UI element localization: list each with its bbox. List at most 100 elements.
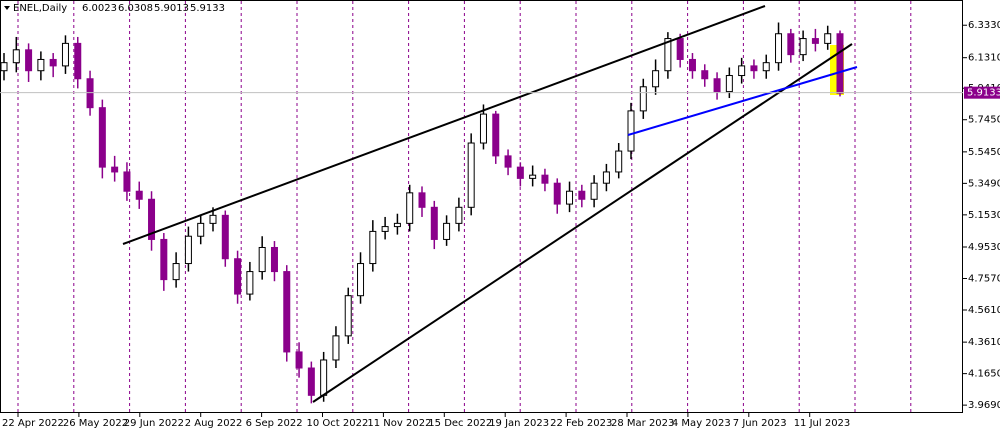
- candle-body: [664, 38, 672, 72]
- candle-body: [221, 214, 229, 260]
- candle-body: [725, 75, 733, 93]
- candle-body: [688, 58, 696, 72]
- candle-body: [701, 70, 709, 80]
- y-tick-label: 4.1650: [968, 369, 1000, 380]
- x-tick-label: 15 Dec 2022: [428, 418, 492, 429]
- candle-body: [0, 62, 8, 72]
- candle-body: [25, 49, 33, 72]
- plot-frame: [0, 0, 963, 413]
- candle-body: [172, 263, 180, 281]
- candle-body: [467, 142, 475, 208]
- candle-body: [406, 192, 414, 224]
- candle-body: [135, 190, 143, 200]
- candle-body: [246, 271, 254, 295]
- y-tick-label: 5.3490: [968, 178, 1000, 189]
- candle-body: [566, 190, 574, 205]
- candle-body: [270, 246, 278, 273]
- candle-body: [430, 206, 438, 240]
- x-tick-label: 11 Jul 2023: [794, 418, 851, 429]
- candle-body: [148, 198, 156, 240]
- candle-body: [369, 230, 377, 265]
- month-separators: [17, 1, 912, 413]
- x-tick-label: 22 Feb 2023: [550, 418, 612, 429]
- y-tick-label: 5.1530: [968, 210, 1000, 221]
- candle-body: [479, 113, 487, 144]
- candle-body: [553, 182, 561, 205]
- candle-body: [529, 174, 537, 179]
- candle-body: [197, 222, 205, 237]
- x-tick-label: 7 Jun 2023: [733, 418, 787, 429]
- candle-body: [86, 78, 94, 109]
- y-tick-label: 4.5610: [968, 305, 1000, 316]
- x-tick-label: 19 Jan 2023: [489, 418, 549, 429]
- header-high: 6.0308: [118, 3, 153, 14]
- x-tick-label: 28 Mar 2023: [611, 418, 674, 429]
- candle-body: [74, 42, 82, 80]
- y-tick-label: 6.1310: [968, 53, 1000, 64]
- y-tick-label: 4.7570: [968, 273, 1000, 284]
- candle-body: [443, 222, 451, 240]
- candle-body: [344, 295, 352, 337]
- x-tick-label: 10 Oct 2022: [307, 418, 369, 429]
- y-tick-label: 4.3610: [968, 337, 1000, 348]
- candle-body: [234, 258, 242, 295]
- candle-body: [590, 182, 598, 200]
- candle-body: [652, 70, 660, 88]
- header-low: 5.9013: [154, 3, 189, 14]
- x-tick-label: 11 Nov 2022: [367, 418, 431, 429]
- candle-body: [627, 110, 635, 152]
- candle-body: [258, 246, 266, 273]
- header-open: 6.0023: [82, 3, 117, 14]
- last-price-box: [964, 86, 1000, 99]
- candle-body: [824, 33, 832, 44]
- candle-body: [418, 192, 426, 208]
- x-tick-label: 6 Sep 2022: [246, 418, 303, 429]
- candle-body: [602, 171, 610, 184]
- x-tick-label: 29 Jun 2022: [124, 418, 184, 429]
- y-tick-label: 6.3330: [968, 20, 1000, 31]
- candle-body: [799, 38, 807, 56]
- candle-body: [49, 58, 57, 67]
- candle-body: [160, 238, 168, 281]
- y-tick-label: 3.9690: [968, 400, 1000, 411]
- header: ENEL,Daily 6.0023 6.0308 5.9013 5.9133: [4, 3, 225, 14]
- candle-body: [37, 58, 45, 72]
- candle-body: [836, 33, 844, 94]
- candle-body: [738, 65, 746, 77]
- header-close: 5.9133: [190, 3, 225, 14]
- candle-body: [492, 113, 500, 157]
- candle-body: [61, 42, 69, 67]
- candle-body: [516, 166, 524, 179]
- candle-body: [12, 49, 20, 64]
- candle-body: [811, 38, 819, 44]
- candle-body: [615, 150, 623, 173]
- candle-body: [332, 335, 340, 361]
- symbol: ENEL,Daily: [13, 3, 67, 14]
- candle-body: [639, 86, 647, 112]
- candle-body: [123, 171, 131, 192]
- y-tick-label: 5.7450: [968, 115, 1000, 126]
- candle-body: [320, 359, 328, 396]
- candle-body: [295, 351, 303, 369]
- candles: [0, 22, 844, 404]
- candle-body: [393, 222, 401, 228]
- candle-body: [762, 62, 770, 72]
- candle-body: [184, 235, 192, 265]
- candle-body: [455, 206, 463, 224]
- x-tick-label: 2 Aug 2022: [185, 418, 243, 429]
- upper-trendline: [122, 5, 766, 245]
- candle-body: [283, 271, 291, 353]
- candle-body: [541, 174, 549, 184]
- lower-trendline: [312, 43, 853, 403]
- x-tick-label: 26 May 2022: [63, 418, 128, 429]
- candle-body: [357, 263, 365, 297]
- candle-body: [504, 155, 512, 168]
- candle-body: [676, 38, 684, 60]
- x-tick-label: 4 May 2023: [672, 418, 731, 429]
- candle-body: [750, 65, 758, 72]
- y-tick-label: 4.9530: [968, 242, 1000, 253]
- header-icon: [4, 6, 10, 10]
- candle-body: [713, 78, 721, 93]
- y-tick-label: 5.5450: [968, 147, 1000, 158]
